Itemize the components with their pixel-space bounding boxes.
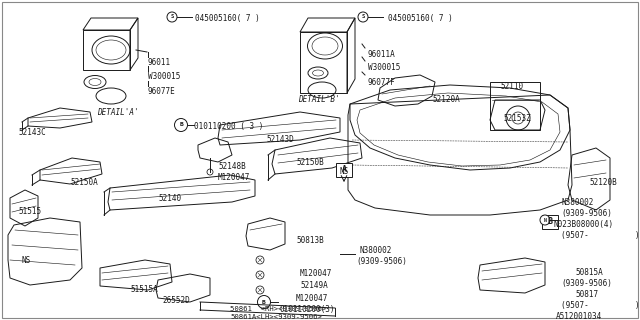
- Text: 50817: 50817: [575, 290, 598, 299]
- Text: B: B: [179, 123, 183, 127]
- Text: 51515: 51515: [18, 207, 41, 216]
- Text: 50861  <RH><9309-9506>: 50861 <RH><9309-9506>: [230, 306, 326, 312]
- Text: M120047: M120047: [296, 294, 328, 303]
- Text: 51515A: 51515A: [130, 285, 157, 294]
- Text: B: B: [547, 218, 552, 227]
- Text: 96011A: 96011A: [368, 50, 396, 59]
- Text: M120047: M120047: [300, 269, 332, 278]
- Text: 52143D: 52143D: [266, 135, 294, 144]
- Text: 52149A: 52149A: [300, 281, 328, 290]
- Circle shape: [167, 12, 177, 22]
- Text: (9309-9506): (9309-9506): [561, 209, 612, 218]
- Text: 010110200 ( 3 ): 010110200 ( 3 ): [194, 122, 264, 131]
- Circle shape: [540, 215, 550, 225]
- Text: (9309-9506): (9309-9506): [356, 257, 407, 266]
- Bar: [542, 215, 558, 229]
- Text: N023B08000(4): N023B08000(4): [553, 220, 613, 229]
- Text: 045005160( 7 ): 045005160( 7 ): [388, 14, 452, 23]
- Text: (9309-9506): (9309-9506): [561, 279, 612, 288]
- Text: 52150A: 52150A: [70, 178, 98, 187]
- Text: S: S: [170, 14, 173, 20]
- Text: 52110: 52110: [500, 82, 523, 91]
- Text: 96077E: 96077E: [148, 87, 176, 96]
- Text: N380002: N380002: [360, 246, 392, 255]
- Bar: [336, 163, 352, 177]
- Text: N: N: [543, 218, 547, 222]
- Text: NS: NS: [340, 167, 349, 176]
- Text: N380002: N380002: [561, 198, 593, 207]
- Text: 50813B: 50813B: [296, 236, 324, 245]
- Text: 52143C: 52143C: [18, 128, 45, 137]
- Circle shape: [175, 118, 188, 132]
- Text: 52153Z: 52153Z: [503, 114, 531, 123]
- Text: 96011: 96011: [148, 58, 171, 67]
- Text: DETAIL'B': DETAIL'B': [298, 95, 340, 104]
- Circle shape: [257, 295, 271, 308]
- Text: 52150B: 52150B: [296, 158, 324, 167]
- Text: S: S: [362, 14, 365, 20]
- Text: M120047: M120047: [218, 173, 250, 182]
- Text: B: B: [262, 300, 266, 305]
- Text: 52148B: 52148B: [218, 162, 246, 171]
- Text: 50861A<LH><9309-9506>: 50861A<LH><9309-9506>: [230, 314, 322, 320]
- Text: NS: NS: [22, 256, 31, 265]
- Text: W300015: W300015: [368, 63, 401, 72]
- Text: (9507-          ): (9507- ): [561, 231, 639, 240]
- Text: (9507-          ): (9507- ): [561, 301, 639, 310]
- Text: 52120A: 52120A: [432, 95, 460, 104]
- Text: 52140: 52140: [158, 194, 181, 203]
- Text: 010110200(3): 010110200(3): [280, 305, 335, 314]
- Text: 96077F: 96077F: [368, 78, 396, 87]
- Text: 045005160( 7 ): 045005160( 7 ): [195, 14, 260, 23]
- Text: 26552D: 26552D: [162, 296, 189, 305]
- Text: DETAIL'A': DETAIL'A': [97, 108, 139, 117]
- Circle shape: [358, 12, 368, 22]
- Text: A512001034: A512001034: [556, 312, 602, 320]
- Text: W300015: W300015: [148, 72, 180, 81]
- Text: 50815A: 50815A: [575, 268, 603, 277]
- Text: A: A: [342, 165, 346, 174]
- Text: 52120B: 52120B: [589, 178, 617, 187]
